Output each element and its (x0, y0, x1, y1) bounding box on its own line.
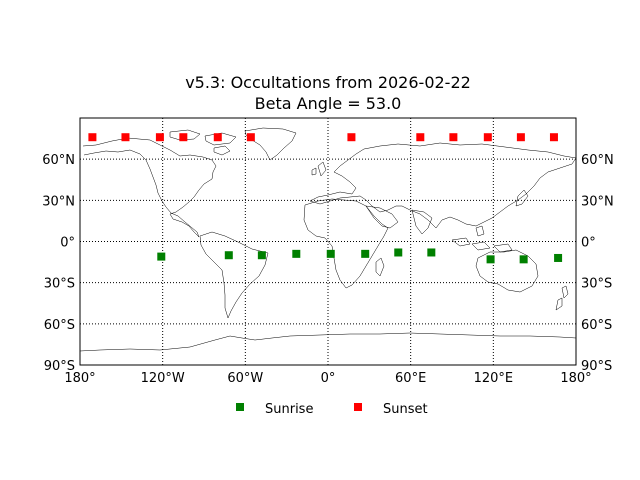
sunrise-marker (554, 253, 563, 262)
sunset-marker (213, 133, 222, 142)
legend-sunrise-marker (236, 403, 244, 411)
sunset-marker (246, 133, 255, 142)
y-tick-label-right: 0° (581, 236, 596, 251)
sunrise-marker (257, 251, 266, 260)
coastline-eurasia (309, 142, 576, 229)
legend-sunrise-label: Sunrise (265, 402, 313, 417)
x-tick-label: 180° (560, 371, 591, 386)
data-markers (88, 133, 563, 264)
y-tick-label-left: 90°S (44, 359, 75, 374)
coastline-arabia (365, 205, 399, 229)
tick-labels: 180° 120°W 60°W 0° 60°E 120°E 180°90°S 90°S60°S… (42, 153, 614, 386)
sunset-marker (121, 133, 130, 142)
coastline-british-isles (311, 161, 327, 177)
x-tick-label: 120°E (474, 371, 514, 386)
coastline-greenland (244, 127, 297, 161)
sunrise-marker (292, 249, 301, 258)
plot-frame (79, 117, 577, 366)
coastline-antarctica (80, 332, 576, 352)
x-tick-label: 60°E (395, 371, 426, 386)
sunset-marker (549, 133, 558, 142)
sunrise-marker (361, 249, 370, 258)
coastline-south-america (199, 231, 269, 319)
coastline-arctic-islands (169, 129, 237, 156)
sunrise-marker (427, 248, 436, 257)
sunrise-marker (224, 251, 233, 260)
y-tick-label-left: 30°S (44, 277, 75, 292)
sunset-marker (155, 133, 164, 142)
sunset-marker (179, 133, 188, 142)
coastline-indonesia (451, 225, 513, 253)
y-tick-label-left: 0° (60, 236, 75, 251)
x-tick-label: 60°W (227, 371, 263, 386)
y-tick-label-left: 60°S (44, 318, 75, 333)
y-tick-label-right: 60°N (581, 153, 614, 168)
y-tick-label-left: 30°N (42, 194, 75, 209)
sunrise-marker (519, 255, 528, 264)
sunset-marker (416, 133, 425, 142)
coastline-new-zealand (555, 285, 569, 311)
sunrise-marker (394, 248, 403, 257)
sunset-marker (347, 133, 356, 142)
chart-subtitle: Beta Angle = 53.0 (254, 94, 402, 113)
sunrise-marker (486, 255, 495, 264)
coastline-australia (475, 249, 539, 293)
coastline-madagascar (375, 257, 385, 277)
legend-sunset-label: Sunset (383, 402, 428, 417)
legend: Sunrise Sunset (236, 402, 428, 417)
sunrise-marker (157, 252, 166, 261)
sunrise-marker (326, 249, 335, 258)
sunset-marker (449, 133, 458, 142)
y-tick-label-right: 30°S (581, 277, 612, 292)
coastline-japan (515, 189, 529, 207)
sunset-marker (483, 133, 492, 142)
y-tick-label-right: 30°N (581, 194, 614, 209)
x-tick-label: 0° (321, 371, 336, 386)
y-tick-label-right: 60°S (581, 318, 612, 333)
x-tick-label: 180° (64, 371, 95, 386)
y-tick-label-left: 60°N (42, 153, 75, 168)
chart-title: v5.3: Occultations from 2026-02-22 (185, 73, 471, 92)
sunset-marker (88, 133, 97, 142)
legend-sunset-marker (354, 403, 362, 411)
coastline-india (411, 209, 433, 235)
sunset-marker (516, 133, 525, 142)
coastline-north-america (82, 137, 217, 238)
coastlines (80, 127, 576, 352)
y-tick-label-right: 90°S (581, 359, 612, 374)
x-tick-label: 120°W (141, 371, 185, 386)
coastline-africa (303, 198, 389, 289)
